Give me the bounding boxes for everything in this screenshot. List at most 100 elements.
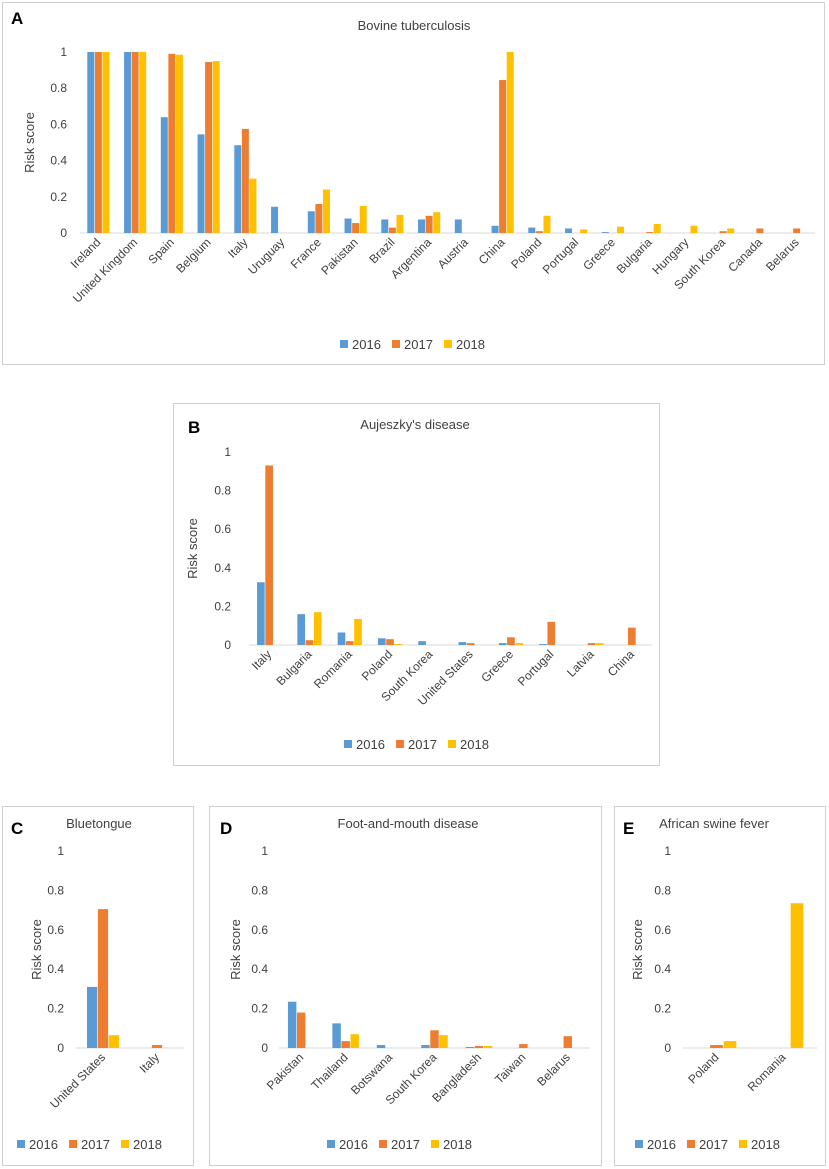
bar-united-states-2018 <box>108 1035 120 1048</box>
y-tick-label: 0.4 <box>654 962 671 976</box>
bar-thailand-2016 <box>332 1023 341 1049</box>
y-tick-label: 0 <box>261 1041 268 1055</box>
bar-bangladesh-2017 <box>474 1046 484 1048</box>
bar-united-states-2016 <box>86 986 98 1048</box>
bar-united-kingdom-2017 <box>131 52 139 233</box>
category-label: Taiwan <box>492 1050 528 1086</box>
legend-label: 2018 <box>460 737 489 752</box>
category-label: Bulgaria <box>614 235 655 276</box>
bar-romania-2018 <box>790 903 804 1048</box>
bar-poland-2018 <box>394 644 403 645</box>
category-label: Greece <box>478 647 516 685</box>
legend-label: 2018 <box>133 1137 162 1152</box>
bar-argentina-2017 <box>425 215 433 233</box>
panel-letter: E <box>623 819 635 838</box>
y-tick-label: 0.6 <box>251 923 268 937</box>
bar-south-korea-2018 <box>727 228 735 233</box>
chart-title: African swine fever <box>659 816 769 831</box>
category-label: Belarus <box>534 1050 573 1089</box>
bar-bulgaria-2017 <box>646 232 654 233</box>
y-tick-label: 1 <box>664 844 671 858</box>
bar-poland-2018 <box>543 215 551 233</box>
bar-latvia-2017 <box>587 643 596 645</box>
bar-portugal-2016 <box>539 644 547 645</box>
bar-south-korea-2017 <box>719 231 727 233</box>
y-tick-label: 0.6 <box>214 522 231 536</box>
bar-bangladesh-2016 <box>465 1047 475 1048</box>
bar-botswana-2016 <box>376 1045 386 1048</box>
legend-label: 2016 <box>339 1137 368 1152</box>
y-axis-label: Risk score <box>22 112 37 173</box>
bar-brazil-2018 <box>396 214 404 233</box>
bar-south-korea-2017 <box>430 1030 439 1048</box>
bar-spain-2016 <box>160 117 168 233</box>
bar-bulgaria-2018 <box>653 223 661 233</box>
legend-label: 2016 <box>356 737 385 752</box>
y-tick-label: 0.8 <box>47 883 64 897</box>
panel-letter: D <box>220 819 233 838</box>
bar-romania-2016 <box>337 632 346 645</box>
bar-italy-2017 <box>265 465 273 645</box>
y-tick-label: 0.2 <box>214 599 231 613</box>
legend-swatch-2018 <box>739 1140 747 1148</box>
bar-italy-2017 <box>241 128 249 233</box>
panel-african-swine-fever: E African swine fever 0 0.2 0.4 0.6 0.8 1 Risk … <box>614 806 826 1166</box>
bar-united-states-2017 <box>466 643 475 645</box>
panel-aujeszkys-disease: B Aujeszky's disease 0 0.2 0.4 0.6 0.8 1 Risk s… <box>173 403 660 766</box>
chart-foot-and-mouth-disease: Foot-and-mouth disease 0 0.2 0.4 0.6 0.8 1 Risk… <box>228 816 590 1152</box>
legend-swatch-2017 <box>392 340 400 348</box>
bar-bulgaria-2016 <box>297 614 306 645</box>
category-label: Uruguay <box>245 235 287 277</box>
bar-brazil-2016 <box>381 219 389 233</box>
bar-thailand-2017 <box>341 1041 350 1048</box>
category-label: Portugal <box>515 647 557 689</box>
legend-label: 2017 <box>408 737 437 752</box>
legend-swatch-2016 <box>327 1140 335 1148</box>
y-tick-label: 0 <box>664 1041 671 1055</box>
category-label: Brazil <box>366 235 397 266</box>
bar-greece-2016 <box>498 643 507 645</box>
category-label: China <box>605 647 637 679</box>
legend-label: 2018 <box>751 1137 780 1152</box>
category-label: Poland <box>359 647 395 683</box>
legend-label: 2017 <box>699 1137 728 1152</box>
y-tick-label: 0.2 <box>251 1002 268 1016</box>
y-tick-label: 0.6 <box>654 923 671 937</box>
y-tick-label: 0.8 <box>654 883 671 897</box>
category-label: Romania <box>311 647 355 691</box>
bar-france-2018 <box>322 189 330 233</box>
y-axis-label: Risk score <box>630 919 645 980</box>
bar-china-2018 <box>506 52 514 233</box>
category-label: Italy <box>225 235 250 260</box>
bar-pakistan-2016 <box>344 218 352 233</box>
y-axis-label: Risk score <box>228 919 243 980</box>
y-tick-label: 0.4 <box>47 962 64 976</box>
legend-label: 2018 <box>443 1137 472 1152</box>
y-tick-label: 0.4 <box>50 154 67 168</box>
chart-title: Bovine tuberculosis <box>358 18 471 33</box>
bar-spain-2017 <box>168 53 176 234</box>
bar-pakistan-2016 <box>287 1001 297 1048</box>
bar-bulgaria-2018 <box>313 612 322 645</box>
category-label: Austria <box>435 235 472 272</box>
bar-france-2017 <box>315 204 323 233</box>
category-label: Argentina <box>388 235 434 281</box>
bar-portugal-2018 <box>580 229 588 233</box>
category-label: Belarus <box>763 235 802 274</box>
legend-swatch-2016 <box>17 1140 25 1148</box>
category-label: Ireland <box>68 235 104 271</box>
bar-greece-2017 <box>507 637 515 645</box>
bar-italy-2016 <box>257 582 265 645</box>
legend-label: 2016 <box>29 1137 58 1152</box>
bar-united-states-2016 <box>458 642 467 645</box>
bar-poland-2017 <box>535 231 543 233</box>
legend-swatch-2017 <box>69 1140 77 1148</box>
y-tick-label: 1 <box>57 844 64 858</box>
y-tick-label: 1 <box>60 45 67 59</box>
bar-romania-2018 <box>354 618 362 645</box>
bar-latvia-2018 <box>595 643 604 645</box>
category-label: Thailand <box>308 1050 350 1092</box>
category-label: China <box>476 235 508 267</box>
panel-letter: A <box>11 9 24 28</box>
legend-label: 2017 <box>391 1137 420 1152</box>
